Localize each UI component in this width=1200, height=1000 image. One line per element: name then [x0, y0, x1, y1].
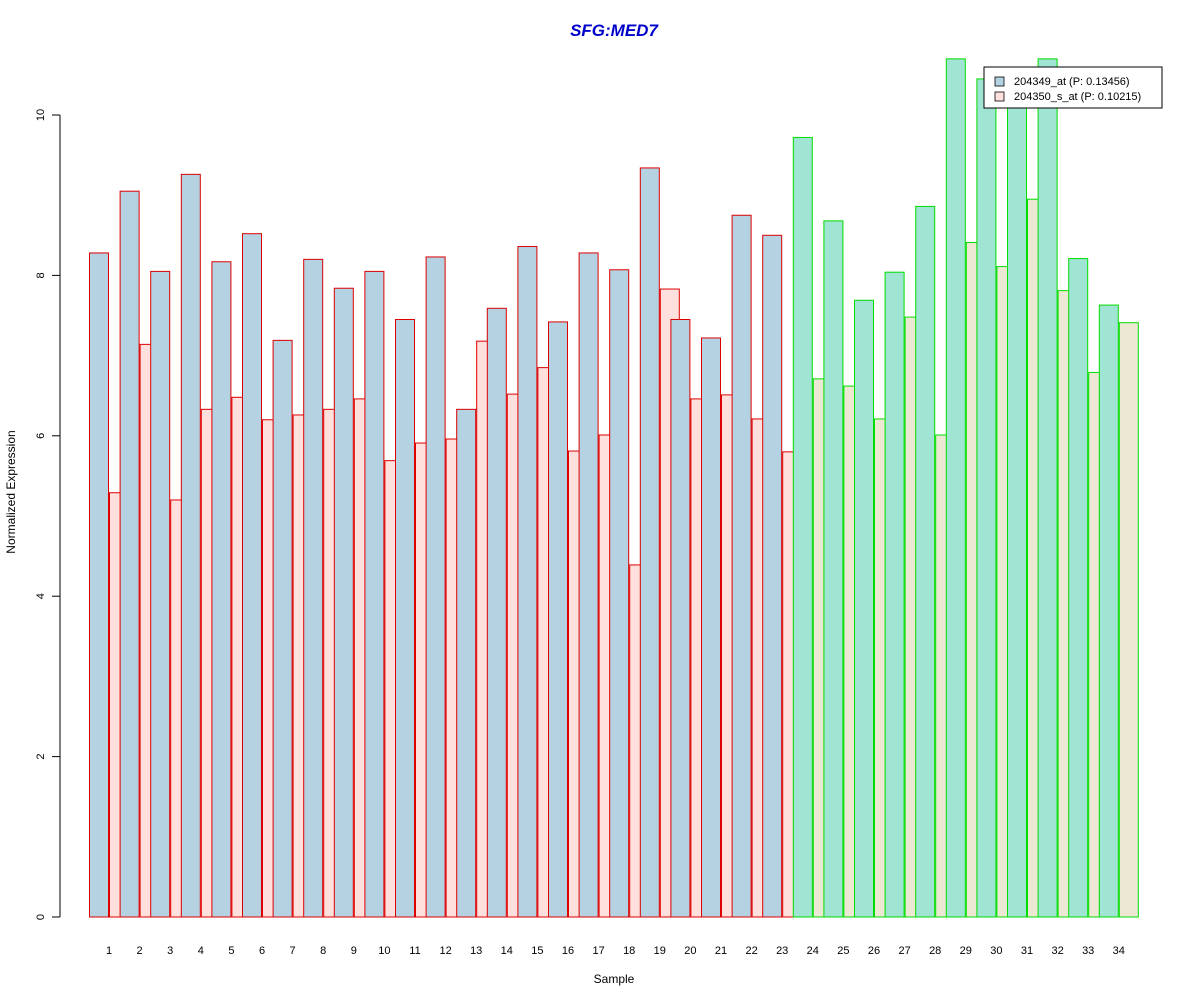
bar-sample-15-series-1: [517, 246, 538, 918]
x-tick-label-9: 9: [351, 945, 357, 957]
bar-sample-2-series-1: [119, 190, 140, 918]
x-tick-label-4: 4: [198, 945, 204, 957]
bar-sample-18-series-1: [609, 269, 630, 918]
bar-sample-16-series-1: [548, 321, 568, 918]
bar-sample-21-series-1: [701, 337, 721, 918]
x-tick-label-6: 6: [259, 945, 265, 957]
bar-sample-23-series-1: [762, 234, 783, 918]
x-tick-label-25: 25: [837, 945, 849, 957]
bar-sample-6-series-1: [242, 233, 262, 918]
x-tick-label-27: 27: [898, 945, 910, 957]
y-tick-label-6: 6: [35, 433, 47, 439]
x-tick-label-32: 32: [1051, 945, 1063, 957]
bar-sample-1-series-1: [89, 252, 109, 918]
x-tick-label-30: 30: [990, 945, 1002, 957]
bar-sample-12-series-1: [425, 256, 446, 918]
bar-sample-3-series-1: [150, 270, 171, 918]
y-tick-label-0: 0: [35, 914, 47, 920]
y-tick-label-2: 2: [35, 754, 47, 760]
bar-sample-28-series-1: [915, 205, 936, 918]
bar-sample-26-series-1: [854, 299, 874, 918]
bar-sample-32-series-1: [1037, 58, 1058, 918]
x-tick-label-14: 14: [501, 945, 513, 957]
x-tick-label-22: 22: [745, 945, 757, 957]
bar-sample-20-series-1: [670, 319, 691, 918]
bar-sample-9-series-1: [333, 287, 354, 918]
x-tick-label-24: 24: [807, 945, 819, 957]
legend-box: [983, 66, 1163, 109]
legend-entry-204349: 204349_at (P: 0.13456): [1014, 76, 1130, 88]
bar-sample-5-series-1: [211, 261, 232, 918]
bar-sample-25-series-1: [823, 220, 844, 918]
x-tick-label-3: 3: [167, 945, 173, 957]
bar-sample-30-series-1: [976, 78, 997, 918]
bar-sample-27-series-1: [884, 271, 905, 918]
bar-sample-17-series-1: [578, 252, 599, 918]
x-tick-label-10: 10: [378, 945, 390, 957]
bar-sample-22-series-1: [731, 214, 752, 918]
x-tick-label-34: 34: [1113, 945, 1125, 957]
x-tick-label-20: 20: [684, 945, 696, 957]
x-tick-label-13: 13: [470, 945, 482, 957]
legend-swatch-204350: [994, 91, 1005, 102]
bar-sample-24-series-1: [792, 136, 813, 918]
bar-sample-7-series-1: [272, 339, 293, 918]
x-tick-label-17: 17: [592, 945, 604, 957]
bar-sample-14-series-1: [486, 307, 507, 918]
x-tick-label-31: 31: [1021, 945, 1033, 957]
bar-sample-31-series-1: [1007, 74, 1027, 918]
bar-sample-8-series-1: [303, 258, 324, 918]
chart-title: SFG:MED7: [570, 21, 659, 40]
x-axis-tick-labels: 1 2 3 4 5 6 7 8 9 10 11 12 13 14 15 16 17 18 19 20 21 22 23 24 2…: [106, 945, 1125, 957]
bar-sample-11-series-1: [395, 319, 415, 918]
y-tick-label-4: 4: [35, 593, 47, 599]
x-tick-label-15: 15: [531, 945, 543, 957]
y-axis-label: Normalized Expression: [4, 430, 18, 553]
bar-sample-10-series-1: [364, 270, 385, 918]
x-tick-label-7: 7: [290, 945, 296, 957]
x-tick-label-26: 26: [868, 945, 880, 957]
x-tick-label-28: 28: [929, 945, 941, 957]
x-axis-label: Sample: [594, 972, 635, 986]
x-tick-label-18: 18: [623, 945, 635, 957]
bar-sample-19-series-1: [639, 167, 660, 918]
x-tick-label-1: 1: [106, 945, 112, 957]
x-tick-label-5: 5: [228, 945, 234, 957]
x-tick-label-19: 19: [654, 945, 666, 957]
x-tick-label-33: 33: [1082, 945, 1094, 957]
x-tick-label-12: 12: [439, 945, 451, 957]
legend-swatch-204349: [994, 76, 1005, 87]
legend: 204349_at (P: 0.13456) 204350_s_at (P: 0…: [983, 66, 1163, 109]
bar-sample-13-series-1: [456, 408, 477, 918]
bar-sample-34-series-2: [1118, 322, 1139, 918]
legend-entry-204350: 204350_s_at (P: 0.10215): [1014, 91, 1141, 103]
x-tick-label-23: 23: [776, 945, 788, 957]
x-tick-label-11: 11: [409, 945, 420, 957]
bar-sample-29-series-1: [945, 58, 966, 918]
x-tick-label-8: 8: [320, 945, 326, 957]
x-tick-label-2: 2: [137, 945, 143, 957]
x-tick-label-16: 16: [562, 945, 574, 957]
bars-group: [89, 58, 1139, 918]
x-tick-label-21: 21: [715, 945, 727, 957]
x-tick-label-29: 29: [960, 945, 972, 957]
bar-sample-33-series-1: [1068, 258, 1089, 918]
y-axis: 0 2 4 6 8 10: [35, 109, 61, 920]
bar-sample-4-series-1: [180, 173, 201, 918]
y-tick-label-8: 8: [35, 272, 47, 278]
y-tick-label-10: 10: [35, 109, 47, 121]
bar-sample-34-series-1: [1098, 304, 1119, 918]
